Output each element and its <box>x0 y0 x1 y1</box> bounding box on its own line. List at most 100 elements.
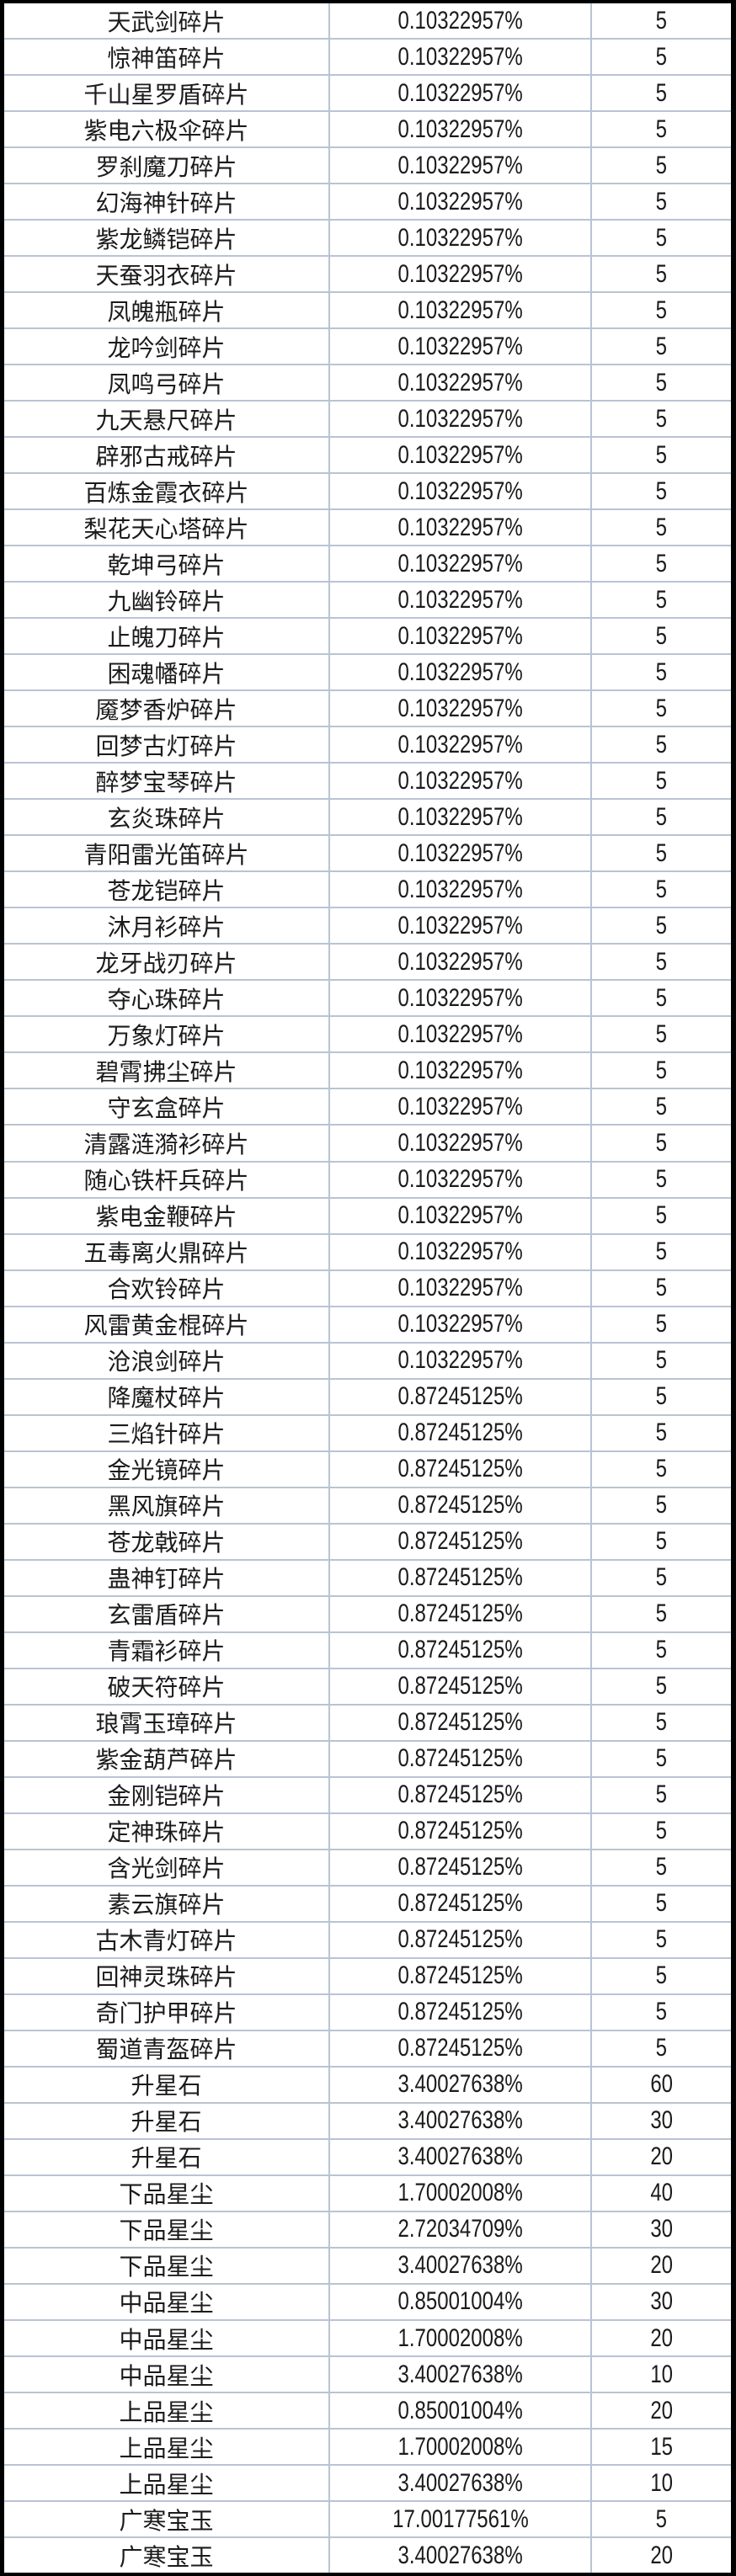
item-name-text: 梨花天心塔碎片 <box>83 515 249 542</box>
quantity-cell: 5 <box>592 1235 731 1269</box>
drop-rate-cell: 0.10322957% <box>330 1234 592 1269</box>
drop-rate-text: 0.10322957% <box>397 404 523 433</box>
item-name-text: 下品星尘 <box>119 2254 214 2281</box>
item-name-cell: 蛊神钉碎片 <box>4 1560 330 1595</box>
quantity-text: 5 <box>655 730 668 758</box>
quantity-cell: 5 <box>592 1778 731 1812</box>
drop-rate-text: 0.87245125% <box>397 1455 523 1483</box>
drop-rate-cell: 0.10322957% <box>330 329 592 365</box>
table-row: 下品星尘 1.70002008% 40 <box>4 2175 731 2212</box>
item-name-text: 三焰针碎片 <box>107 1421 226 1448</box>
drop-rate-text: 1.70002008% <box>397 2179 523 2207</box>
drop-rate-text: 0.10322957% <box>397 1237 523 1266</box>
item-name-cell: 广寒宝玉 <box>4 2502 330 2537</box>
item-name-text: 辟邪古戒碎片 <box>95 443 237 470</box>
drop-rate-cell: 0.87245125% <box>330 1596 592 1631</box>
drop-rate-cell: 0.10322957% <box>330 402 592 437</box>
quantity-cell: 5 <box>592 836 731 870</box>
item-name-text: 升星石 <box>131 2109 202 2136</box>
quantity-cell: 5 <box>592 945 731 979</box>
quantity-cell: 5 <box>592 2502 731 2536</box>
quantity-cell: 5 <box>592 872 731 907</box>
drop-rate-text: 1.70002008% <box>397 2432 523 2461</box>
item-name-text: 百炼金霞衣碎片 <box>83 479 249 506</box>
quantity-cell: 40 <box>592 2176 731 2211</box>
quantity-text: 30 <box>650 2215 673 2243</box>
item-name-text: 苍龙铠碎片 <box>107 877 226 904</box>
drop-rate-cell: 0.10322957% <box>330 800 592 835</box>
item-name-cell: 九天悬尺碎片 <box>4 402 330 437</box>
quantity-text: 5 <box>655 1418 668 1447</box>
item-name-text: 上品星尘 <box>119 2398 214 2425</box>
quantity-text: 5 <box>655 78 668 107</box>
quantity-text: 5 <box>655 1237 668 1266</box>
table-row: 玄雷盾碎片 0.87245125% 5 <box>4 1596 731 1633</box>
quantity-cell: 30 <box>592 2104 731 2138</box>
drop-rate-text: 0.10322957% <box>397 585 523 614</box>
drop-rate-text: 1.70002008% <box>397 2323 523 2352</box>
item-name-cell: 百炼金霞衣碎片 <box>4 474 330 509</box>
quantity-text: 5 <box>655 1998 668 2026</box>
drop-rate-text: 0.10322957% <box>397 947 523 976</box>
item-name-cell: 回神灵珠碎片 <box>4 1958 330 1993</box>
drop-rate-text: 3.40027638% <box>397 2142 523 2171</box>
drop-rate-cell: 0.10322957% <box>330 1343 592 1378</box>
quantity-text: 5 <box>655 947 668 976</box>
table-row: 梨花天心塔碎片 0.10322957% 5 <box>4 510 731 547</box>
table-row: 金光镜碎片 0.87245125% 5 <box>4 1451 731 1488</box>
item-name-cell: 下品星尘 <box>4 2175 330 2211</box>
item-name-text: 升星石 <box>131 2073 202 2100</box>
quantity-cell: 5 <box>592 1416 731 1450</box>
drop-rate-text: 0.10322957% <box>397 187 523 216</box>
drop-rate-text: 0.85001004% <box>397 2287 523 2316</box>
item-name-cell: 蜀道青盔碎片 <box>4 2030 330 2066</box>
item-name-text: 奇门护甲碎片 <box>95 2000 237 2027</box>
item-name-text: 青霜衫碎片 <box>107 1638 226 1665</box>
quantity-text: 10 <box>650 2468 673 2497</box>
table-row: 魇梦香炉碎片 0.10322957% 5 <box>4 691 731 728</box>
quantity-cell: 5 <box>592 257 731 291</box>
item-name-text: 五毒离火鼎碎片 <box>83 1240 249 1267</box>
item-name-cell: 夺心珠碎片 <box>4 981 330 1016</box>
quantity-text: 20 <box>650 2323 673 2352</box>
quantity-cell: 5 <box>592 329 731 364</box>
quantity-text: 5 <box>655 983 668 1012</box>
item-name-text: 定神珠碎片 <box>107 1819 226 1846</box>
table-row: 困魂幡碎片 0.10322957% 5 <box>4 655 731 692</box>
item-name-cell: 止魄刀碎片 <box>4 619 330 654</box>
item-name-cell: 紫电金鞭碎片 <box>4 1198 330 1233</box>
quantity-cell: 5 <box>592 1597 731 1631</box>
quantity-cell: 5 <box>592 981 731 1015</box>
quantity-cell: 5 <box>592 908 731 943</box>
item-name-text: 困魂幡碎片 <box>107 660 226 687</box>
item-name-cell: 金刚铠碎片 <box>4 1777 330 1812</box>
drop-rate-cell: 0.10322957% <box>330 257 592 292</box>
quantity-text: 5 <box>655 621 668 650</box>
drop-rate-text: 0.10322957% <box>397 1128 523 1157</box>
quantity-cell: 5 <box>592 1706 731 1740</box>
item-name-cell: 古木青灯碎片 <box>4 1922 330 1957</box>
quantity-cell: 20 <box>592 2321 731 2355</box>
item-name-text: 凤鸣弓碎片 <box>107 370 226 397</box>
drop-rate-cell: 0.87245125% <box>330 1379 592 1414</box>
drop-rate-text: 0.10322957% <box>397 621 523 650</box>
item-name-cell: 凤鸣弓碎片 <box>4 365 330 401</box>
table-row: 广寒宝玉 3.40027638% 20 <box>4 2538 731 2573</box>
drop-rate-cell: 0.10322957% <box>330 981 592 1016</box>
item-name-text: 玄炎珠碎片 <box>107 805 226 832</box>
table-row: 蜀道青盔碎片 0.87245125% 5 <box>4 2030 731 2068</box>
item-name-text: 破天符碎片 <box>107 1674 226 1701</box>
drop-rate-cell: 1.70002008% <box>330 2430 592 2465</box>
drop-rate-text: 0.10322957% <box>397 151 523 179</box>
item-name-text: 金刚铠碎片 <box>107 1783 226 1810</box>
quantity-cell: 5 <box>592 1887 731 1921</box>
drop-rate-cell: 0.87245125% <box>330 1488 592 1523</box>
quantity-cell: 20 <box>592 2140 731 2174</box>
table-row: 上品星尘 3.40027638% 10 <box>4 2466 731 2503</box>
quantity-text: 5 <box>655 1636 668 1664</box>
quantity-cell: 5 <box>592 1271 731 1306</box>
item-name-cell: 魇梦香炉碎片 <box>4 691 330 726</box>
drop-rate-cell: 1.70002008% <box>330 2175 592 2211</box>
table-row: 中品星尘 3.40027638% 10 <box>4 2357 731 2394</box>
table-row: 天武剑碎片 0.10322957% 5 <box>4 3 731 40</box>
